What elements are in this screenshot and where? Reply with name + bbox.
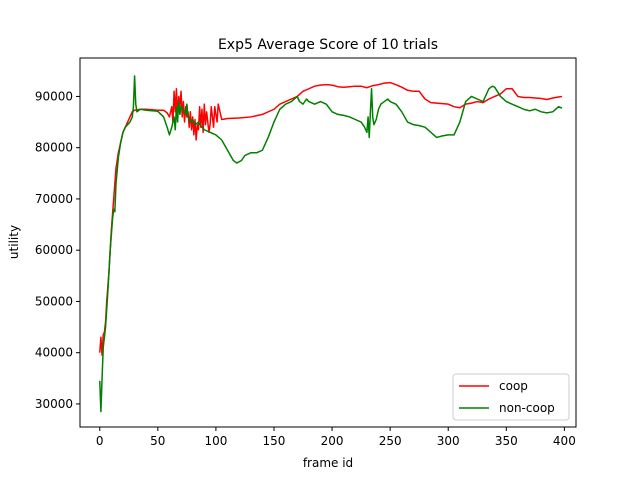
y-tick-label: 80000 bbox=[35, 141, 73, 155]
x-tick-label: 300 bbox=[437, 434, 460, 448]
x-tick-label: 250 bbox=[379, 434, 402, 448]
x-tick-label: 150 bbox=[263, 434, 286, 448]
plot-frame bbox=[79, 57, 577, 428]
x-tick-label: 0 bbox=[96, 434, 104, 448]
y-axis-label: utility bbox=[7, 225, 21, 259]
y-tick-label: 60000 bbox=[35, 243, 73, 257]
legend: coop non-coop bbox=[452, 373, 570, 421]
series-line-coop bbox=[99, 81, 563, 356]
x-tick-label: 400 bbox=[553, 434, 576, 448]
y-tick-label: 70000 bbox=[35, 192, 73, 206]
y-tick-label: 30000 bbox=[35, 397, 73, 411]
x-tick-label: 100 bbox=[204, 434, 227, 448]
x-axis: 0 50 100 150 200 250 300 350 400 bbox=[96, 427, 576, 448]
y-tick-label: 90000 bbox=[35, 89, 73, 103]
y-tick-label: 50000 bbox=[35, 294, 73, 308]
series-line-non-coop bbox=[99, 75, 563, 413]
series-layer bbox=[99, 75, 563, 413]
legend-label-non-coop: non-coop bbox=[499, 401, 555, 415]
x-tick-label: 200 bbox=[321, 434, 344, 448]
plot-area bbox=[79, 57, 577, 428]
y-tick-label: 40000 bbox=[35, 346, 73, 360]
legend-label-coop: coop bbox=[499, 379, 528, 393]
x-tick-label: 350 bbox=[495, 434, 518, 448]
y-axis: 30000 40000 50000 60000 70000 80000 90000 bbox=[35, 89, 80, 411]
x-axis-label: frame id bbox=[303, 456, 353, 470]
chart-title: Exp5 Average Score of 10 trials bbox=[218, 37, 438, 53]
x-tick-label: 50 bbox=[150, 434, 165, 448]
